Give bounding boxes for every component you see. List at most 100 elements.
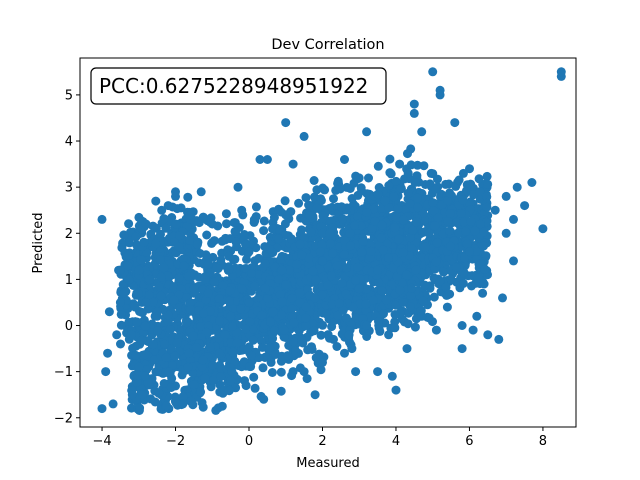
x-tick-label: 6	[465, 434, 473, 449]
data-point	[391, 300, 401, 310]
data-point	[378, 245, 388, 255]
data-point	[316, 330, 326, 340]
data-point	[135, 403, 145, 413]
data-point	[170, 351, 180, 361]
data-point	[287, 304, 297, 314]
data-point	[305, 211, 315, 221]
data-point	[200, 274, 210, 284]
data-point	[370, 216, 380, 226]
data-point	[454, 175, 464, 185]
data-point	[479, 279, 489, 289]
data-point	[405, 199, 415, 208]
data-point	[148, 340, 158, 350]
data-point	[295, 288, 305, 298]
data-point	[328, 248, 337, 258]
data-point	[198, 402, 208, 412]
data-point	[283, 351, 293, 361]
data-point	[353, 262, 363, 272]
data-point	[254, 253, 264, 263]
data-point	[203, 288, 213, 298]
data-point	[410, 178, 420, 187]
data-point	[329, 194, 338, 204]
data-point	[309, 176, 319, 185]
data-point	[196, 322, 205, 331]
y-tick-label: 0	[65, 319, 73, 334]
data-point	[185, 298, 195, 308]
data-point	[161, 223, 171, 233]
data-point	[220, 330, 230, 340]
data-point	[456, 208, 466, 218]
data-point	[433, 174, 442, 184]
data-point	[318, 320, 328, 330]
data-point	[461, 227, 471, 236]
data-point	[405, 233, 415, 243]
data-point	[384, 330, 394, 340]
x-tick-label: 0	[245, 434, 253, 449]
data-point	[340, 236, 350, 246]
data-point	[259, 216, 269, 226]
data-point	[364, 173, 373, 183]
data-point	[376, 233, 386, 243]
data-point	[299, 233, 309, 242]
data-point	[265, 342, 275, 352]
data-point	[431, 184, 441, 194]
data-point	[277, 297, 287, 307]
data-point	[390, 323, 400, 333]
data-point	[171, 219, 181, 229]
data-point	[473, 273, 483, 283]
data-point	[301, 321, 311, 331]
data-point	[174, 242, 184, 252]
data-point	[169, 295, 179, 305]
data-point	[470, 226, 480, 236]
data-point	[465, 164, 474, 174]
y-tick-label: 3	[65, 181, 73, 196]
data-point	[216, 372, 226, 382]
data-point	[276, 386, 286, 396]
data-point	[377, 220, 387, 230]
data-point	[490, 205, 500, 215]
y-tick-label: 5	[65, 88, 73, 103]
data-point	[556, 67, 566, 77]
data-point	[381, 295, 391, 305]
data-point	[201, 250, 211, 260]
data-point	[329, 334, 338, 344]
data-point	[321, 309, 331, 319]
data-point	[418, 296, 428, 306]
data-point	[418, 208, 428, 218]
data-point	[225, 296, 234, 306]
data-point	[172, 338, 182, 348]
data-point	[527, 178, 537, 187]
data-point	[403, 188, 413, 198]
y-tick-label: −2	[54, 411, 73, 426]
data-point	[231, 237, 241, 247]
data-point	[133, 289, 143, 299]
data-point	[373, 265, 383, 275]
data-point	[410, 322, 420, 332]
data-point	[148, 221, 158, 231]
data-point	[344, 330, 354, 340]
data-point	[245, 317, 255, 327]
data-point	[332, 261, 342, 271]
data-point	[277, 265, 287, 275]
data-point	[138, 390, 147, 400]
y-axis-label: Predicted	[31, 212, 46, 273]
data-point	[333, 176, 343, 186]
data-point	[247, 269, 256, 278]
data-point	[325, 239, 335, 249]
data-point	[259, 394, 269, 404]
data-point	[130, 302, 140, 312]
data-point	[327, 299, 337, 309]
data-point	[209, 277, 219, 287]
data-point	[406, 291, 416, 301]
data-point	[131, 232, 141, 242]
data-point	[362, 208, 372, 217]
data-point	[299, 367, 309, 377]
data-point	[323, 280, 333, 290]
data-point	[229, 218, 239, 228]
data-point	[249, 215, 259, 225]
data-point	[140, 371, 150, 381]
data-point	[315, 264, 325, 274]
data-point	[538, 224, 548, 234]
data-point	[468, 325, 478, 335]
data-point	[312, 185, 322, 195]
